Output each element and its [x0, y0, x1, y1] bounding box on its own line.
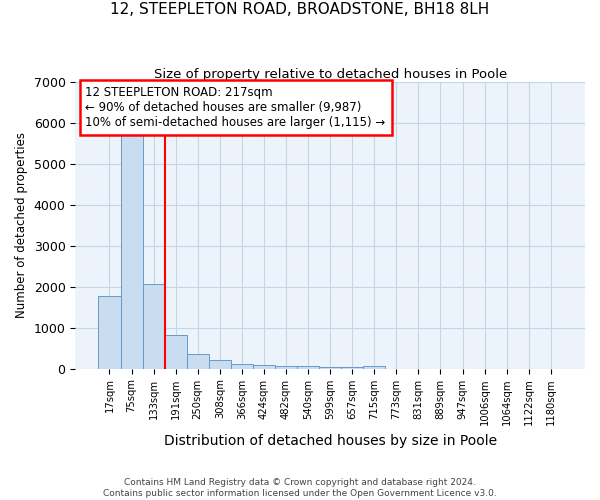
- Text: 12 STEEPLETON ROAD: 217sqm
← 90% of detached houses are smaller (9,987)
10% of s: 12 STEEPLETON ROAD: 217sqm ← 90% of deta…: [85, 86, 386, 129]
- Text: 12, STEEPLETON ROAD, BROADSTONE, BH18 8LH: 12, STEEPLETON ROAD, BROADSTONE, BH18 8L…: [110, 2, 490, 18]
- X-axis label: Distribution of detached houses by size in Poole: Distribution of detached houses by size …: [164, 434, 497, 448]
- Bar: [231, 364, 253, 368]
- Bar: [209, 360, 231, 368]
- Title: Size of property relative to detached houses in Poole: Size of property relative to detached ho…: [154, 68, 507, 80]
- Bar: [121, 133, 143, 368]
- Text: Contains HM Land Registry data © Crown copyright and database right 2024.
Contai: Contains HM Land Registry data © Crown c…: [103, 478, 497, 498]
- Bar: [253, 365, 275, 368]
- Bar: [164, 334, 187, 368]
- Y-axis label: Number of detached properties: Number of detached properties: [15, 132, 28, 318]
- Bar: [98, 296, 121, 368]
- Bar: [143, 284, 164, 368]
- Bar: [297, 366, 319, 368]
- Bar: [187, 354, 209, 368]
- Bar: [319, 367, 341, 368]
- Bar: [363, 366, 385, 368]
- Bar: [275, 366, 297, 368]
